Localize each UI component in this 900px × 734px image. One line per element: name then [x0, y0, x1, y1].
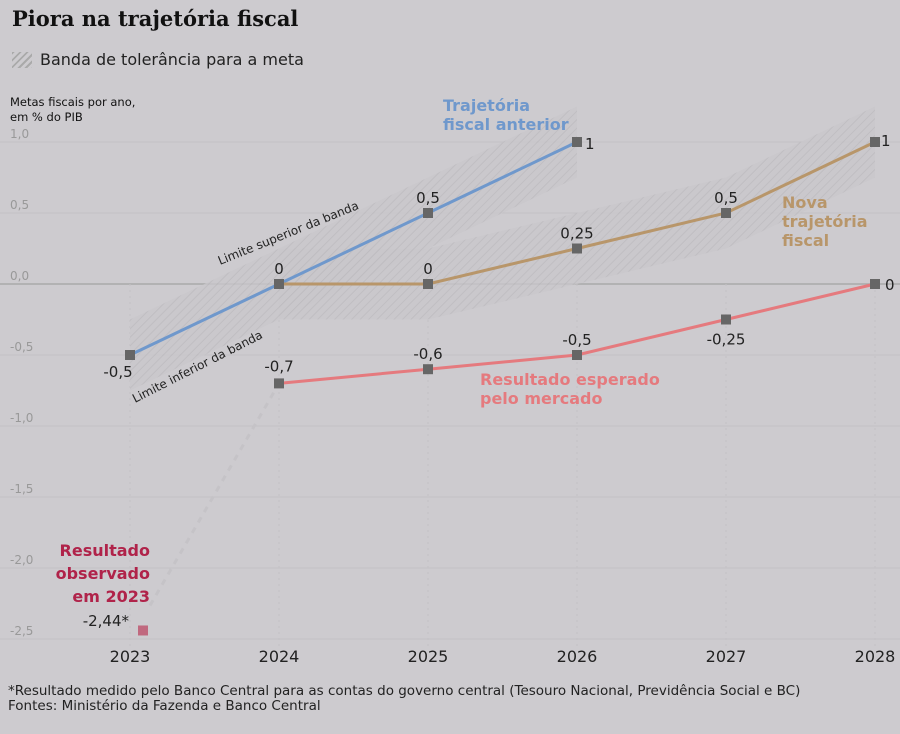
y-tick-label: -2,0 — [10, 553, 33, 567]
x-tick-label: 2026 — [557, 647, 598, 666]
data-label: -0,6 — [413, 345, 442, 363]
data-label: 1 — [881, 132, 891, 150]
data-point — [423, 208, 433, 218]
y-tick-label: -0,5 — [10, 340, 33, 354]
series-name-label: fiscal anterior — [443, 115, 569, 134]
data-label: 0 — [885, 276, 895, 294]
data-point — [721, 314, 731, 325]
observed-connector — [148, 382, 281, 607]
data-point — [572, 350, 582, 360]
legend: Banda de tolerância para a meta — [12, 50, 304, 69]
data-label: -0,5 — [562, 331, 591, 349]
data-label: -0,7 — [264, 357, 293, 375]
data-label: 0,5 — [416, 189, 440, 207]
data-label: 0,5 — [714, 189, 738, 207]
footnote: *Resultado medido pelo Banco Central par… — [8, 683, 801, 699]
data-label: 1 — [585, 135, 595, 153]
y-tick-label: 0,5 — [10, 198, 29, 212]
y-tick-label: -2,5 — [10, 624, 33, 638]
y-axis-label-line: Metas fiscais por ano, — [10, 95, 136, 109]
series-name-label: pelo mercado — [480, 389, 603, 408]
y-axis-label: Metas fiscais por ano, em % do PIB — [10, 95, 135, 125]
series-line — [129, 140, 578, 357]
data-point — [572, 243, 582, 254]
source-note: Fontes: Ministério da Fazenda e Banco Ce… — [8, 698, 321, 714]
y-tick-label: 1,0 — [10, 127, 29, 141]
data-point — [423, 364, 433, 375]
y-tick-label: 0,0 — [10, 269, 29, 283]
y-tick-label: -1,5 — [10, 482, 33, 496]
y-axis-label-line: em % do PIB — [10, 110, 83, 124]
data-point — [423, 279, 433, 289]
legend-band-label: Banda de tolerância para a meta — [40, 50, 304, 69]
data-label: 0,25 — [560, 225, 593, 243]
data-point — [870, 279, 880, 289]
observed-name-label: Resultado — [60, 541, 150, 560]
observed-point — [138, 625, 148, 636]
observed-name-label: em 2023 — [72, 587, 150, 606]
series-name-label: trajetória — [782, 212, 867, 231]
footnotes: *Resultado medido pelo Banco Central par… — [8, 684, 800, 714]
chart-title: Piora na trajetória fiscal — [12, 6, 299, 31]
x-tick-label: 2025 — [408, 647, 449, 666]
series-name-label: fiscal — [782, 231, 829, 250]
x-tick-label: 2023 — [110, 647, 151, 666]
x-tick-label: 2027 — [706, 647, 747, 666]
data-label: -0,25 — [707, 331, 746, 349]
observed-value-label: -2,44* — [83, 612, 130, 630]
series-name-label: Nova — [782, 193, 828, 212]
x-tick-label: 2028 — [855, 647, 896, 666]
hatch-swatch-icon — [12, 51, 32, 68]
data-point — [572, 137, 582, 147]
series-name-label: Trajetória — [443, 96, 530, 115]
series-name-label: Resultado esperado — [480, 370, 660, 389]
data-label: 0 — [274, 260, 284, 278]
data-point — [125, 350, 135, 360]
data-point — [721, 208, 731, 218]
y-tick-label: -1,0 — [10, 411, 33, 425]
data-point — [274, 378, 284, 389]
data-label: -0,5 — [103, 363, 132, 381]
data-point — [870, 137, 880, 147]
data-point — [274, 279, 284, 289]
data-label: 0 — [423, 260, 433, 278]
tolerance-band — [279, 106, 875, 320]
x-tick-label: 2024 — [259, 647, 300, 666]
observed-name-label: observado — [56, 564, 150, 583]
